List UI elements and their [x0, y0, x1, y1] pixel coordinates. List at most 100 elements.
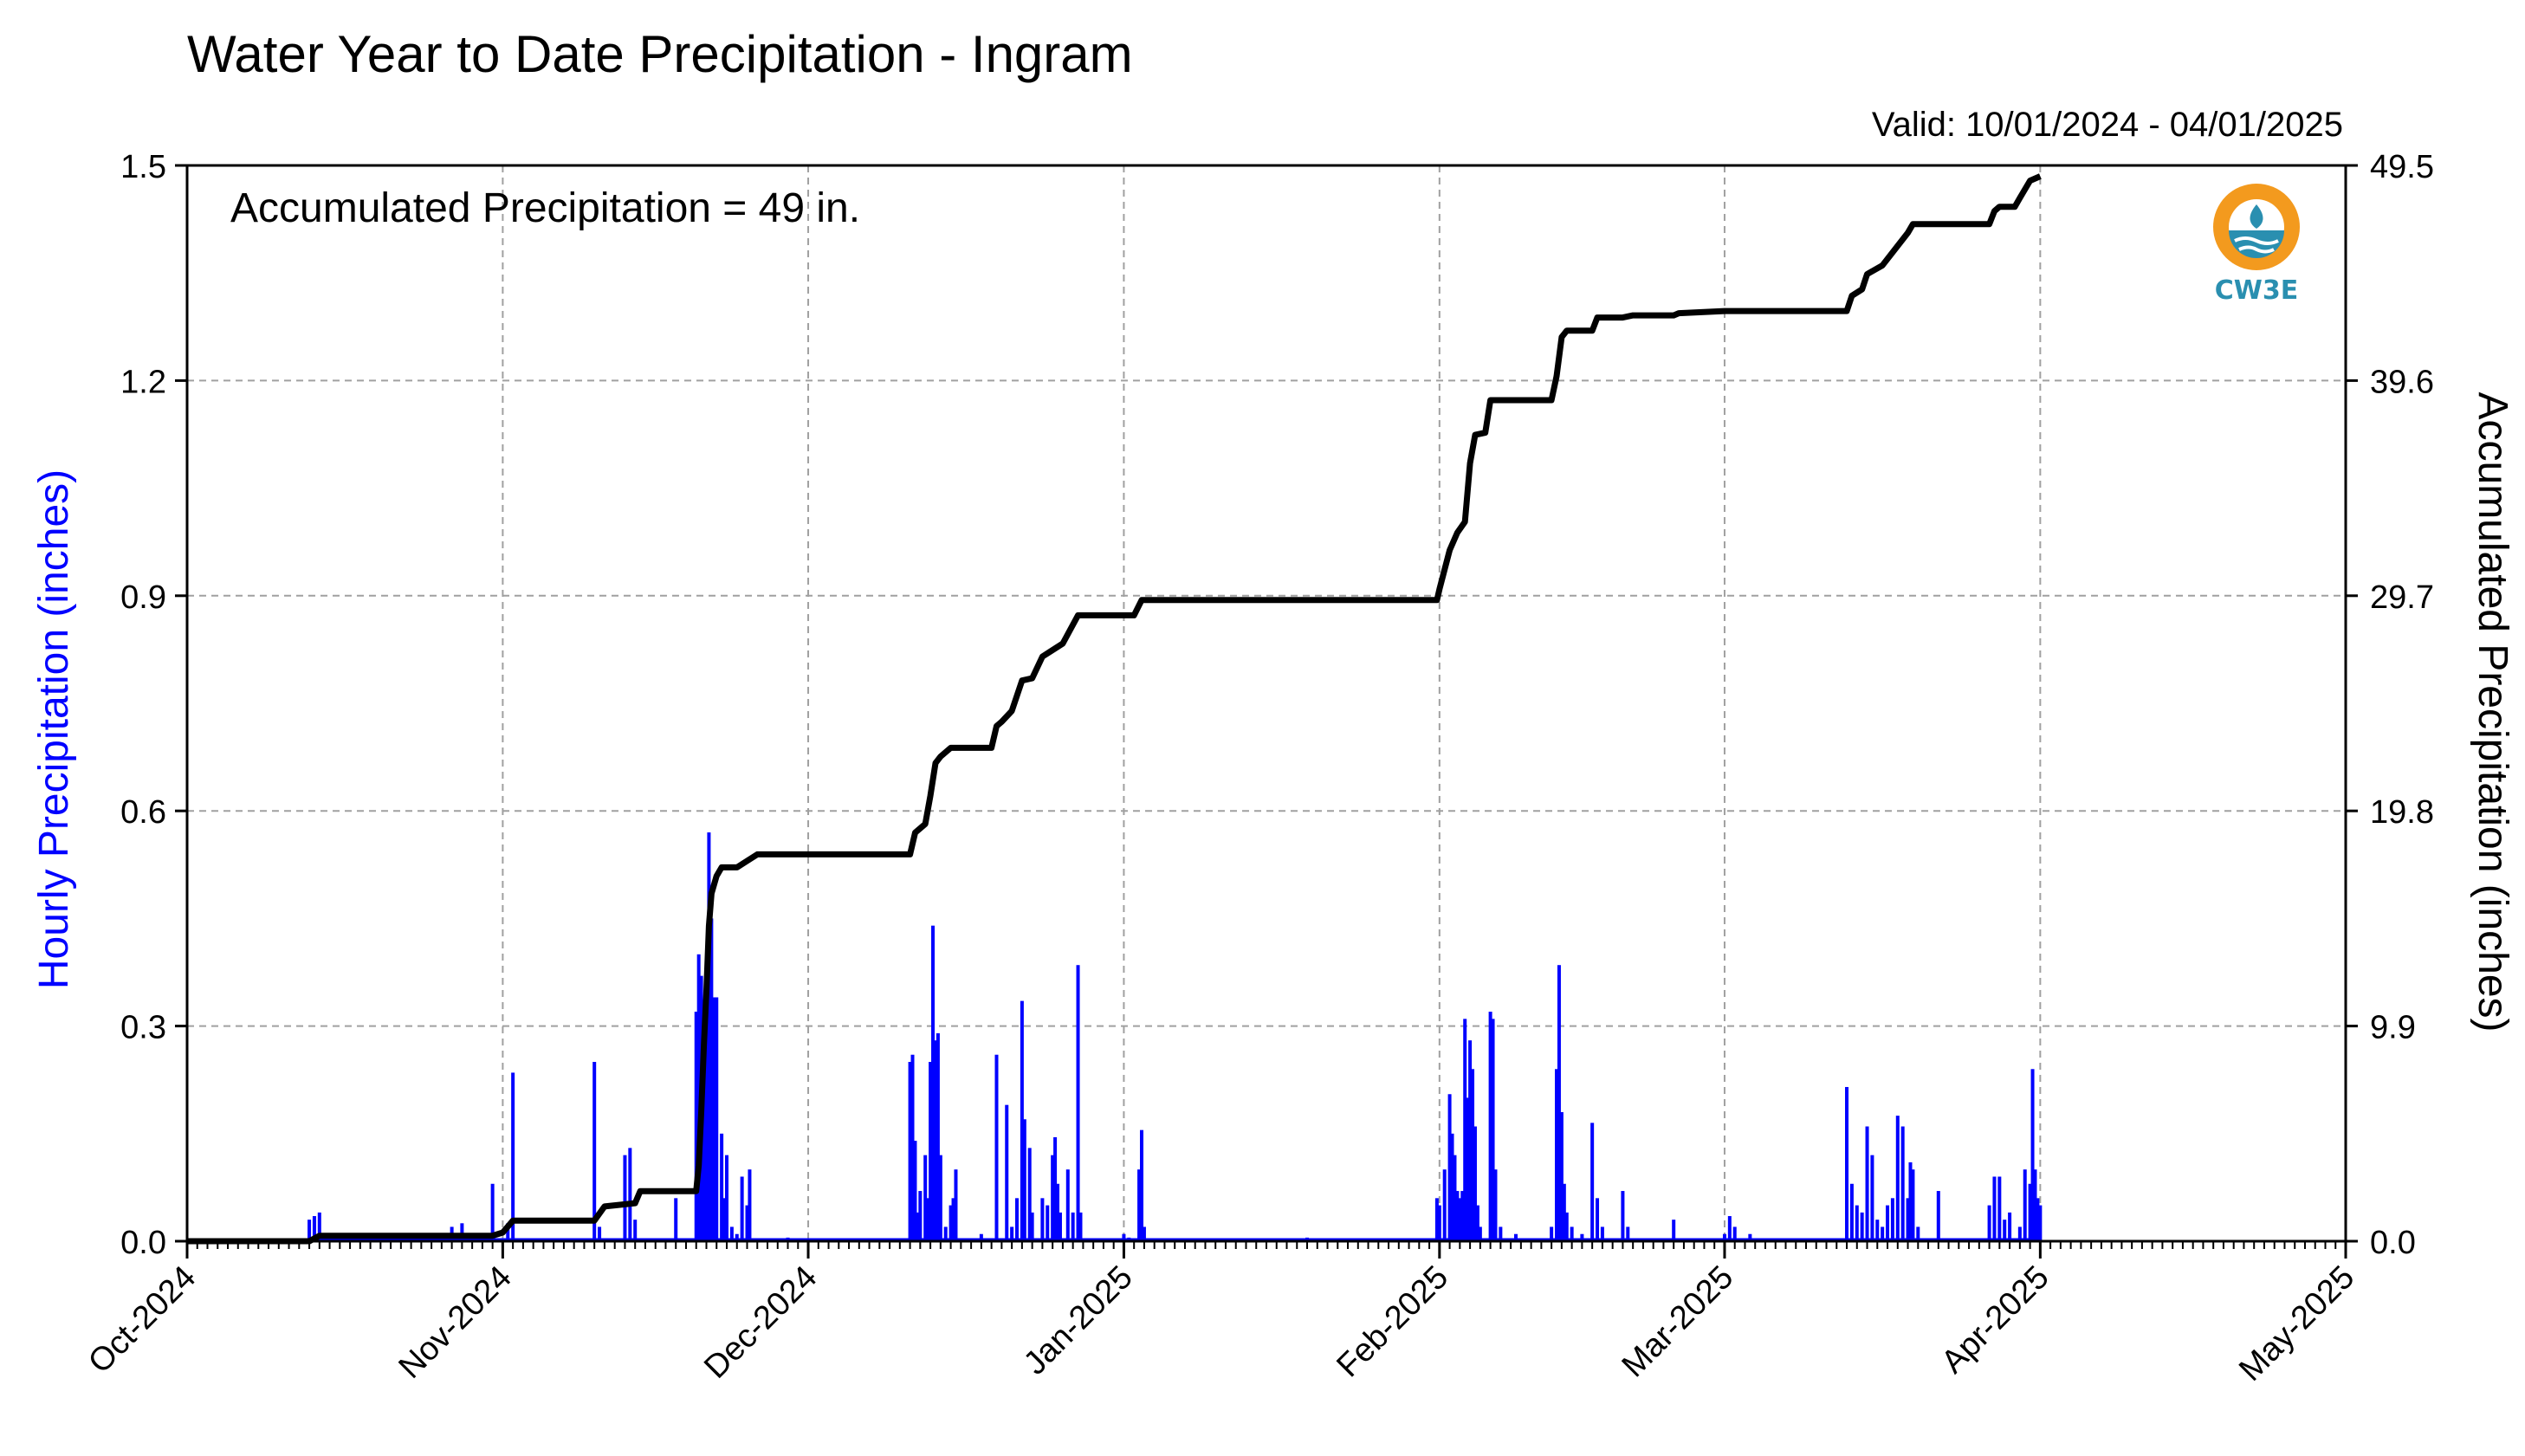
hourly-bar — [1491, 1019, 1495, 1241]
hourly-bar — [712, 997, 716, 1241]
hourly-bar — [1555, 1069, 1559, 1241]
hourly-bar — [1908, 1162, 1913, 1241]
hourly-bar — [979, 1233, 983, 1241]
hourly-bar — [1453, 1155, 1457, 1241]
axis-labels: 0.0 0.0 0.3 9.9 0.6 19.8 0.9 29.7 1.2 39.6 1.5 49.5… — [31, 149, 2515, 1388]
x-tick-label: Jan-2025 — [1017, 1259, 1140, 1382]
accumulated-line — [187, 173, 2042, 1245]
hourly-bar — [511, 1072, 515, 1241]
hourly-bar — [1471, 1069, 1475, 1241]
hourly-bar — [722, 1198, 727, 1241]
y-left-tick-label: 0.3 — [120, 1010, 166, 1046]
hourly-bar — [720, 1133, 724, 1241]
y-right-tick-label: 19.8 — [2370, 794, 2434, 831]
hourly-bar — [1434, 1198, 1439, 1241]
hourly-bar — [1916, 1226, 1920, 1241]
hourly-bar — [1460, 1191, 1465, 1241]
hourly-bar — [1030, 1212, 1034, 1241]
hourly-bar — [707, 832, 711, 1241]
hourly-bar — [592, 1062, 597, 1241]
hourly-bar — [623, 1155, 627, 1241]
hourly-bar — [674, 1198, 678, 1241]
hourly-bar — [1855, 1205, 1859, 1241]
hourly-bar — [1936, 1191, 1940, 1241]
hourly-bar — [1911, 1169, 1915, 1241]
hourly-bar — [694, 1012, 698, 1241]
hourly-bar — [2038, 1205, 2043, 1241]
hourly-bar — [1142, 1226, 1146, 1241]
hourly-bar — [725, 1155, 728, 1241]
hourly-bar — [913, 1141, 917, 1241]
cw3e-logo: CW3E — [2200, 178, 2313, 308]
logo-text: CW3E — [2214, 275, 2299, 306]
hourly-bar — [933, 1040, 937, 1241]
hourly-bar — [2033, 1169, 2037, 1241]
hourly-bar — [1596, 1198, 1600, 1241]
hourly-bar — [1478, 1226, 1482, 1241]
hourly-bar — [1732, 1226, 1737, 1241]
x-tick-label: Dec-2024 — [697, 1259, 824, 1386]
y-left-tick-label: 1.2 — [120, 364, 166, 400]
grid-lines — [187, 165, 2346, 1241]
hourly-bar — [1550, 1226, 1554, 1241]
hourly-bar — [1071, 1212, 1075, 1241]
hourly-bar — [308, 1220, 312, 1241]
hourly-bar — [923, 1155, 928, 1241]
hourly-bar — [1137, 1169, 1142, 1241]
x-tick-label: May-2025 — [2232, 1259, 2361, 1388]
hourly-bar — [1727, 1216, 1732, 1241]
hourly-bar — [1600, 1226, 1604, 1241]
accumulated-annotation: Accumulated Precipitation = 49 in. — [230, 185, 860, 231]
hourly-bar — [1022, 1119, 1026, 1241]
hourly-bar — [1442, 1169, 1447, 1241]
x-tick-label: Mar-2025 — [1615, 1259, 1741, 1385]
x-tick-label: Apr-2025 — [1934, 1259, 2056, 1381]
hourly-bar — [1513, 1233, 1518, 1241]
x-tick-label: Feb-2025 — [1330, 1259, 1455, 1385]
hourly-bar — [1559, 1111, 1564, 1241]
hourly-bar — [1475, 1205, 1479, 1241]
hourly-bar — [1488, 1012, 1492, 1241]
hourly-bar — [943, 1226, 948, 1241]
hourly-bar — [709, 918, 714, 1241]
x-tick-label: Nov-2024 — [392, 1259, 519, 1386]
hourly-bar — [1437, 1205, 1441, 1241]
hourly-bar — [1040, 1198, 1045, 1241]
axes — [175, 164, 2358, 1259]
hourly-bar — [1865, 1126, 1869, 1241]
hourly-bar — [715, 997, 719, 1241]
hourly-bar — [740, 1176, 744, 1241]
hourly-bar — [1473, 1126, 1477, 1241]
hourly-bar — [994, 1054, 999, 1241]
hourly-bar — [633, 1220, 638, 1241]
hourly-bar — [1997, 1176, 2002, 1241]
hourly-bar — [1748, 1233, 1752, 1241]
hourly-bar — [1455, 1191, 1460, 1241]
hourly-bar — [1562, 1183, 1566, 1241]
hourly-bar — [1015, 1198, 1020, 1241]
hourly-bar — [1010, 1226, 1014, 1241]
hourly-bar — [696, 954, 701, 1241]
hourly-bar — [1078, 1212, 1083, 1241]
y-right-axis-title: Accumulated Precipitation (inches) — [2470, 392, 2515, 1032]
hourly-bar — [1058, 1212, 1062, 1241]
hourly-bar — [1890, 1198, 1894, 1241]
hourly-bar — [1900, 1126, 1905, 1241]
hourly-bar — [1005, 1104, 1009, 1241]
hourly-bar — [1672, 1220, 1676, 1241]
hourly-bar — [1590, 1123, 1595, 1241]
y-right-tick-label: 29.7 — [2370, 579, 2434, 616]
hourly-bar — [1722, 1233, 1726, 1241]
hourly-bar — [1881, 1226, 1885, 1241]
hourly-bar — [1056, 1183, 1060, 1241]
hourly-bar — [1621, 1191, 1625, 1241]
plot-frame — [185, 164, 2347, 1243]
y-right-tick-label: 9.9 — [2370, 1010, 2416, 1046]
hourly-bar — [1493, 1169, 1498, 1241]
y-right-tick-label: 49.5 — [2370, 149, 2434, 185]
hourly-bar — [2023, 1169, 2027, 1241]
hourly-bar — [908, 1062, 912, 1241]
hourly-bar — [1450, 1133, 1454, 1241]
hourly-bar — [929, 1062, 933, 1241]
